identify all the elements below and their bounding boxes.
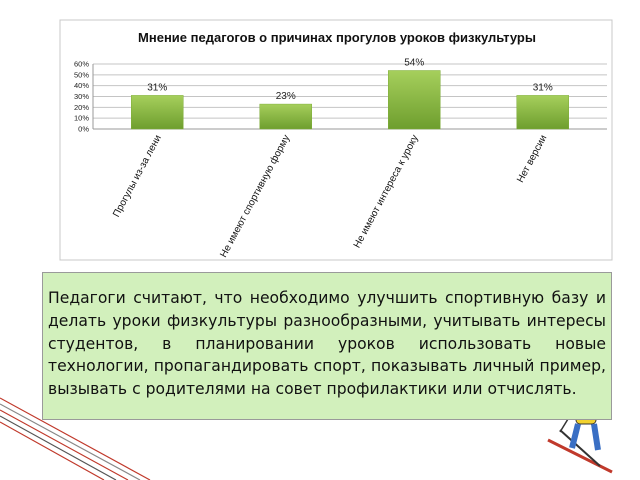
bar: [516, 95, 569, 130]
text-paragraph: Педагоги считают, что необходимо улучшит…: [48, 289, 606, 399]
bar: [388, 70, 441, 130]
y-tick-label: 0%: [78, 125, 89, 134]
chart-title: Мнение педагогов о причинах прогулов уро…: [138, 30, 536, 45]
bar: [131, 95, 184, 130]
decor-lines: [0, 397, 151, 480]
data-label: 23%: [276, 91, 296, 102]
data-label: 54%: [404, 58, 424, 69]
y-tick-label: 50%: [74, 70, 89, 79]
y-tick-label: 40%: [74, 81, 89, 90]
y-tick-label: 20%: [74, 103, 89, 112]
data-label: 31%: [533, 82, 553, 93]
y-tick-label: 10%: [74, 114, 89, 123]
y-tick-label: 30%: [74, 92, 89, 101]
y-tick-label: 60%: [74, 60, 89, 69]
bar: [259, 103, 312, 130]
chart-frame: [59, 19, 613, 261]
text-box: Педагоги считают, что необходимо улучшит…: [42, 272, 612, 420]
data-label: 31%: [147, 82, 167, 93]
